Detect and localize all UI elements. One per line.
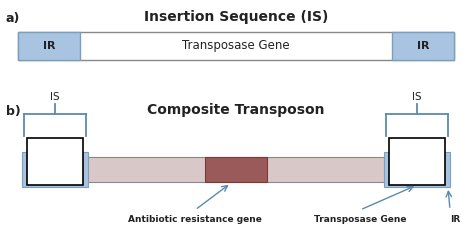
Text: Transposase Gene: Transposase Gene	[182, 40, 290, 52]
Bar	[18, 32, 80, 60]
Text: b): b)	[6, 105, 21, 118]
Text: IR: IR	[43, 41, 55, 51]
Bar	[18, 32, 454, 60]
Bar	[392, 32, 454, 60]
Bar	[78, 157, 390, 182]
Bar	[22, 152, 88, 187]
Text: Antibiotic resistance gene: Antibiotic resistance gene	[128, 215, 262, 224]
Bar	[384, 152, 450, 187]
Text: Transposase Gene: Transposase Gene	[314, 215, 406, 224]
Bar	[205, 157, 267, 182]
Text: IS: IS	[50, 92, 60, 102]
Text: IS: IS	[412, 92, 422, 102]
Text: a): a)	[6, 12, 20, 25]
Bar	[27, 138, 83, 185]
Text: IR: IR	[450, 215, 460, 224]
Bar	[389, 138, 445, 185]
Text: Composite Transposon: Composite Transposon	[147, 103, 325, 117]
Text: Insertion Sequence (IS): Insertion Sequence (IS)	[144, 10, 328, 24]
Text: IR: IR	[417, 41, 429, 51]
